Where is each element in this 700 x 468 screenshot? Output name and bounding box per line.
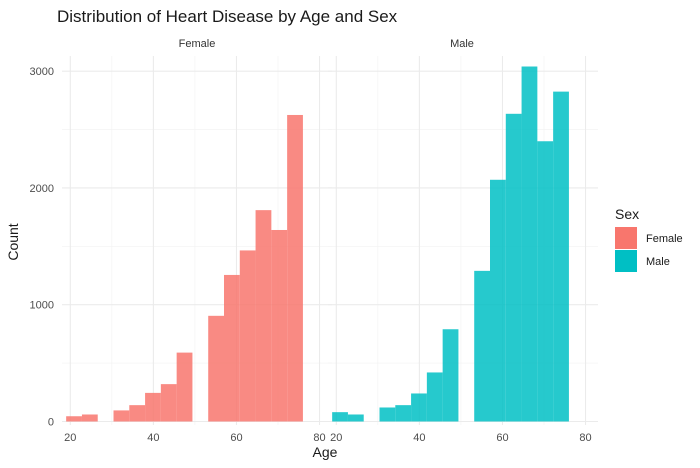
y-tick-label: 3000 bbox=[30, 66, 54, 78]
bar-male bbox=[411, 393, 427, 422]
panel-female bbox=[62, 56, 332, 425]
bar-male bbox=[379, 407, 396, 422]
bar-female bbox=[176, 352, 193, 422]
bar-male bbox=[505, 113, 522, 422]
bar-male bbox=[521, 66, 538, 422]
bar-male bbox=[426, 372, 443, 422]
bar-male bbox=[347, 414, 364, 422]
y-axis-title: Count bbox=[5, 223, 21, 260]
x-axis-ticks: 20 40 60 80 20 40 60 80 bbox=[64, 432, 591, 444]
legend-swatch-male bbox=[615, 250, 637, 272]
bar-female bbox=[224, 274, 240, 422]
x-tick-label: 80 bbox=[579, 432, 591, 444]
x-tick-label: 60 bbox=[230, 432, 242, 444]
bar-female bbox=[208, 315, 224, 422]
x-tick-label: 40 bbox=[147, 432, 159, 444]
y-tick-label: 0 bbox=[48, 416, 54, 428]
facet-label-male: Male bbox=[450, 38, 474, 50]
legend-label-male: Male bbox=[646, 256, 670, 268]
bar-female bbox=[145, 392, 161, 422]
legend-swatch-female bbox=[615, 227, 637, 249]
chart-title: Distribution of Heart Disease by Age and… bbox=[57, 7, 398, 26]
bar-male bbox=[395, 405, 412, 422]
bar-male bbox=[553, 91, 569, 422]
legend-label-female: Female bbox=[646, 233, 683, 245]
bar-female bbox=[160, 384, 177, 422]
bar-female bbox=[287, 114, 303, 422]
x-tick-label: 20 bbox=[64, 432, 76, 444]
bar-female bbox=[81, 414, 98, 422]
bar-female bbox=[113, 410, 130, 422]
bar-female bbox=[239, 250, 256, 422]
bar-female bbox=[271, 229, 288, 422]
legend-title: Sex bbox=[615, 206, 639, 222]
bar-female bbox=[66, 416, 82, 422]
bar-male bbox=[537, 141, 554, 422]
y-axis-ticks: 0 1000 2000 3000 bbox=[30, 66, 54, 428]
bar-male bbox=[474, 270, 490, 422]
x-axis-title: Age bbox=[313, 444, 338, 460]
bar-male bbox=[442, 329, 459, 422]
x-tick-label: 20 bbox=[330, 432, 342, 444]
legend: Sex Female Male bbox=[615, 206, 683, 272]
panel-male bbox=[328, 56, 598, 425]
x-tick-label: 80 bbox=[313, 432, 325, 444]
bar-male bbox=[490, 179, 506, 422]
facet-label-female: Female bbox=[179, 38, 216, 50]
y-tick-label: 2000 bbox=[30, 183, 54, 195]
bar-female bbox=[129, 405, 146, 422]
y-tick-label: 1000 bbox=[30, 300, 54, 312]
bar-female bbox=[255, 210, 272, 422]
x-tick-label: 60 bbox=[496, 432, 508, 444]
x-tick-label: 40 bbox=[413, 432, 425, 444]
bar-male bbox=[332, 412, 348, 422]
